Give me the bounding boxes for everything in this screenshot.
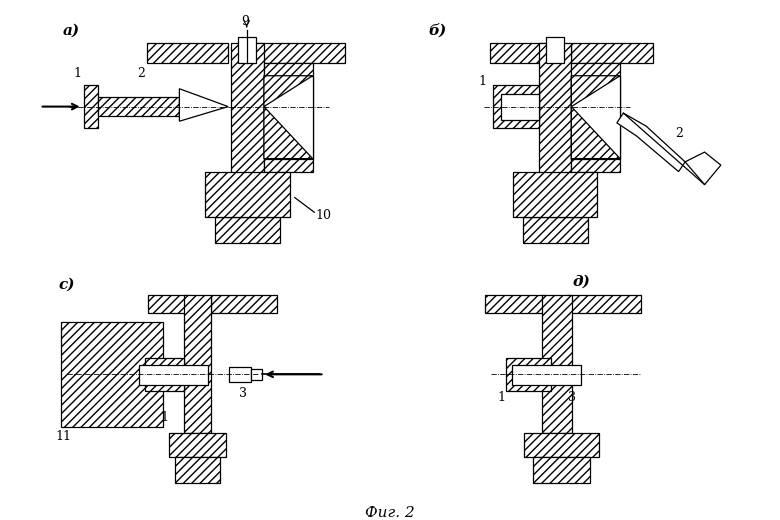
Text: Фиг. 2: Фиг. 2 <box>365 506 415 520</box>
Bar <box>493 85 539 128</box>
Bar <box>542 295 573 433</box>
Bar <box>566 295 641 313</box>
Bar <box>534 457 590 484</box>
Text: 1: 1 <box>160 411 168 424</box>
Bar <box>539 43 571 230</box>
Text: 3: 3 <box>239 387 247 400</box>
Text: 11: 11 <box>55 430 72 443</box>
Text: 2: 2 <box>675 127 683 140</box>
Bar <box>184 295 211 433</box>
Polygon shape <box>685 152 721 185</box>
Polygon shape <box>617 113 685 172</box>
Bar <box>148 295 190 313</box>
Text: 1: 1 <box>74 68 82 81</box>
Bar <box>512 172 597 217</box>
Bar <box>571 63 620 172</box>
Text: 2: 2 <box>137 68 145 81</box>
Bar <box>546 37 564 63</box>
Bar <box>215 217 280 243</box>
Polygon shape <box>264 76 313 107</box>
Polygon shape <box>571 76 620 107</box>
Bar <box>502 94 539 120</box>
Text: д): д) <box>573 275 590 289</box>
Text: б): б) <box>428 24 447 38</box>
Bar <box>490 43 548 63</box>
Bar <box>211 295 277 313</box>
Polygon shape <box>571 107 620 159</box>
Bar <box>83 85 98 128</box>
Text: 9: 9 <box>241 16 249 29</box>
Bar <box>169 433 226 457</box>
Bar <box>264 63 313 172</box>
Bar <box>571 76 620 159</box>
Bar <box>512 366 581 385</box>
Bar <box>62 322 163 426</box>
Bar <box>254 43 345 63</box>
Bar <box>264 76 313 159</box>
Bar <box>147 43 228 63</box>
Bar <box>485 295 545 313</box>
Text: 10: 10 <box>316 209 332 222</box>
Bar <box>139 366 207 385</box>
Polygon shape <box>264 107 313 159</box>
Bar <box>238 37 256 63</box>
Bar <box>145 358 184 391</box>
Text: 1: 1 <box>498 391 505 404</box>
Text: 1: 1 <box>479 75 487 88</box>
Bar <box>524 433 599 457</box>
Bar <box>232 43 264 230</box>
Bar <box>506 358 551 391</box>
Text: 3: 3 <box>568 391 576 404</box>
Text: а): а) <box>62 24 80 38</box>
Bar <box>205 172 290 217</box>
Bar <box>175 457 220 484</box>
Bar <box>523 217 587 243</box>
Bar <box>98 97 179 116</box>
Bar <box>229 367 251 382</box>
Bar <box>251 369 262 380</box>
Bar <box>571 43 653 63</box>
Text: с): с) <box>58 278 75 292</box>
Polygon shape <box>179 89 228 121</box>
